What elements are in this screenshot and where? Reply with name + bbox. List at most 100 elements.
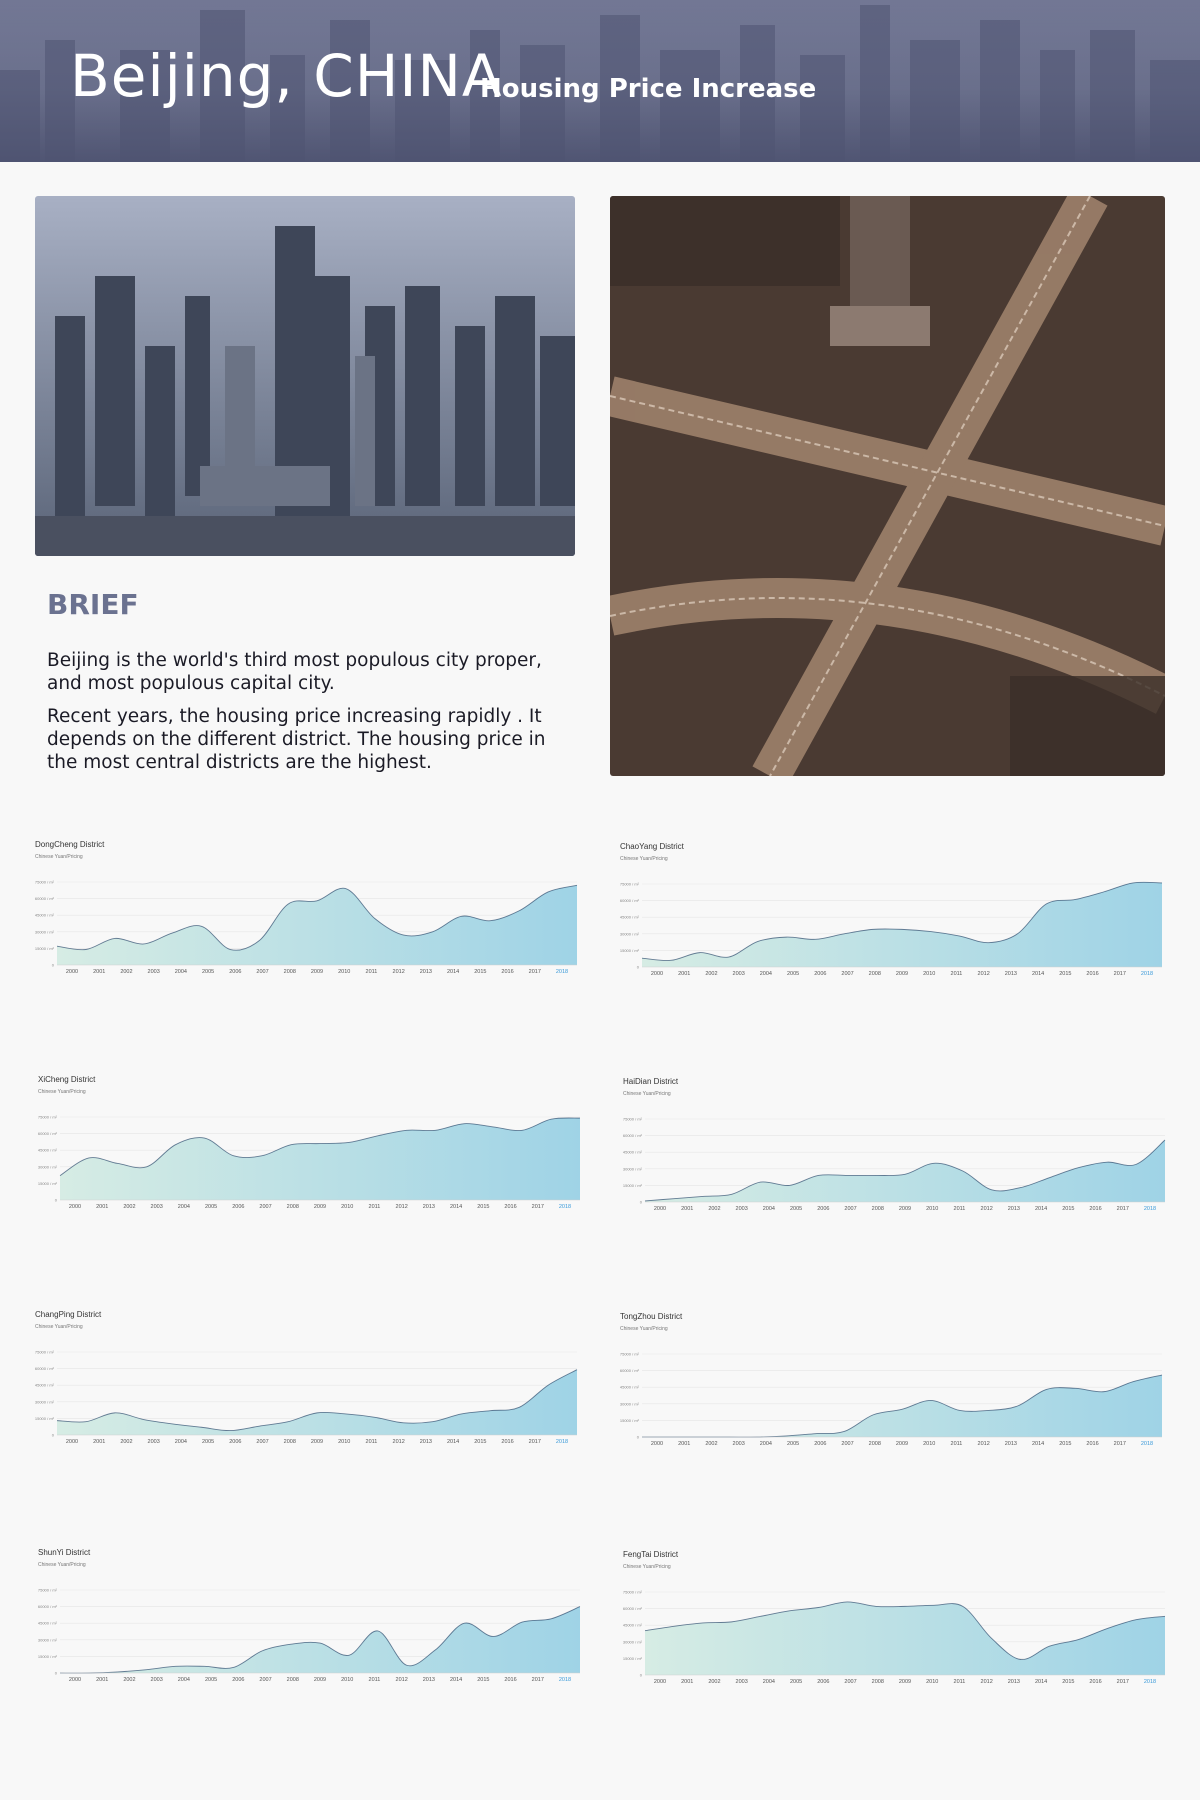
y-tick-label: 45000 / m² (35, 913, 55, 918)
x-tick-label: 2010 (338, 1439, 350, 1445)
y-tick-label: 75000 / m² (35, 1350, 55, 1355)
skyline-background-image (0, 0, 1200, 162)
x-tick-label: 2014 (450, 1204, 462, 1210)
x-tick-label: 2012 (396, 1204, 408, 1210)
y-tick-label: 60000 / m² (38, 1131, 58, 1136)
x-tick-label: 2016 (1089, 1679, 1101, 1685)
traffic-intersection-photo (610, 196, 1165, 776)
x-tick-label: 2000 (66, 969, 78, 975)
y-tick-label: 60000 / m² (623, 1606, 643, 1611)
area-fill (642, 882, 1162, 967)
x-tick-label: 2015 (1062, 1679, 1074, 1685)
x-tick-label: 2017 (1117, 1679, 1129, 1685)
y-tick-label: 0 (52, 1433, 55, 1438)
chart-title: HaiDian District (623, 1077, 679, 1086)
y-tick-label: 30000 / m² (38, 1164, 58, 1169)
y-tick-label: 15000 / m² (620, 1418, 640, 1423)
chart-0: DongCheng District Chinese Yuan/Pricing 0 1… (35, 840, 578, 990)
x-tick-label: 2015 (1062, 1206, 1074, 1212)
chart-title: ChaoYang District (620, 842, 684, 851)
x-tick-label: 2009 (896, 1441, 908, 1447)
page-subtitle: Housing Price Increase (480, 74, 817, 104)
x-tick-label: 2017 (1114, 1441, 1126, 1447)
x-tick-label: 2013 (423, 1204, 435, 1210)
chart-subtitle: Chinese Yuan/Pricing (620, 856, 668, 862)
x-tick-label: 2011 (951, 971, 963, 977)
y-tick-label: 30000 / m² (35, 1399, 55, 1404)
x-tick-label: 2009 (314, 1204, 326, 1210)
brief-paragraph-1: Beijing is the world's third most populo… (47, 650, 542, 694)
x-tick-label: 2001 (678, 1441, 690, 1447)
x-tick-label: 2011 (951, 1441, 963, 1447)
page-title: Beijing, CHINA (70, 42, 503, 110)
brief-paragraph-2: Recent years, the housing price increasi… (47, 706, 546, 773)
x-tick-label: 2018 (556, 1439, 568, 1445)
x-tick-label: 2006 (232, 1677, 244, 1683)
x-tick-label: 2012 (396, 1677, 408, 1683)
x-tick-label: 2010 (923, 1441, 935, 1447)
y-tick-label: 30000 / m² (623, 1166, 643, 1171)
y-tick-label: 0 (637, 965, 640, 970)
x-tick-label: 2007 (844, 1206, 856, 1212)
x-tick-label: 2000 (69, 1204, 81, 1210)
x-tick-label: 2016 (1086, 971, 1098, 977)
chart-1: ChaoYang District Chinese Yuan/Pricing 0 15… (620, 842, 1163, 992)
x-tick-label: 2015 (477, 1677, 489, 1683)
x-tick-label: 2017 (532, 1204, 544, 1210)
y-tick-label: 75000 / m² (623, 1590, 643, 1595)
x-tick-label: 2013 (1005, 971, 1017, 977)
chart-subtitle: Chinese Yuan/Pricing (35, 854, 83, 860)
x-tick-label: 2000 (66, 1439, 78, 1445)
x-tick-label: 2001 (93, 969, 105, 975)
y-tick-label: 0 (55, 1671, 58, 1676)
x-tick-label: 2010 (338, 969, 350, 975)
x-tick-label: 2001 (681, 1679, 693, 1685)
y-tick-label: 60000 / m² (620, 1368, 640, 1373)
x-tick-label: 2005 (202, 1439, 214, 1445)
x-tick-label: 2004 (763, 1206, 775, 1212)
x-tick-label: 2003 (736, 1679, 748, 1685)
x-tick-label: 2007 (259, 1677, 271, 1683)
series-line (644, 1139, 1166, 1202)
x-tick-label: 2011 (369, 1677, 381, 1683)
x-tick-label: 2004 (760, 1441, 772, 1447)
x-tick-label: 2001 (681, 1206, 693, 1212)
x-tick-label: 2003 (148, 969, 160, 975)
x-tick-label: 2003 (148, 1439, 160, 1445)
header-banner: Beijing, CHINA Housing Price Increase (0, 0, 1200, 162)
x-tick-label: 2018 (559, 1677, 571, 1683)
x-tick-label: 2001 (96, 1677, 108, 1683)
area-fill (60, 1606, 580, 1674)
x-tick-label: 2000 (654, 1679, 666, 1685)
x-tick-label: 2017 (532, 1677, 544, 1683)
x-tick-label: 2004 (175, 1439, 187, 1445)
x-tick-label: 2006 (814, 971, 826, 977)
x-tick-label: 2011 (954, 1206, 966, 1212)
series-line (56, 884, 578, 951)
y-tick-label: 60000 / m² (35, 1366, 55, 1371)
x-tick-label: 2014 (1035, 1206, 1047, 1212)
chart-subtitle: Chinese Yuan/Pricing (38, 1089, 86, 1095)
x-tick-label: 2012 (978, 971, 990, 977)
x-tick-label: 2002 (708, 1206, 720, 1212)
x-tick-label: 2010 (926, 1679, 938, 1685)
x-tick-label: 2013 (1008, 1206, 1020, 1212)
x-tick-label: 2014 (1032, 971, 1044, 977)
x-tick-label: 2007 (256, 969, 268, 975)
x-tick-label: 2013 (1008, 1679, 1020, 1685)
x-tick-label: 2018 (559, 1204, 571, 1210)
x-tick-label: 2006 (814, 1441, 826, 1447)
x-tick-label: 2016 (1086, 1441, 1098, 1447)
y-tick-label: 60000 / m² (620, 898, 640, 903)
area-fill (645, 1140, 1165, 1202)
x-tick-label: 2002 (123, 1204, 135, 1210)
chart-title: TongZhou District (620, 1312, 683, 1321)
x-tick-label: 2015 (477, 1204, 489, 1210)
y-tick-label: 75000 / m² (38, 1588, 58, 1593)
x-tick-label: 2013 (420, 1439, 432, 1445)
x-tick-label: 2018 (1144, 1206, 1156, 1212)
y-tick-label: 45000 / m² (623, 1150, 643, 1155)
y-tick-label: 30000 / m² (35, 929, 55, 934)
y-tick-label: 75000 / m² (38, 1115, 58, 1120)
x-tick-label: 2016 (1089, 1206, 1101, 1212)
